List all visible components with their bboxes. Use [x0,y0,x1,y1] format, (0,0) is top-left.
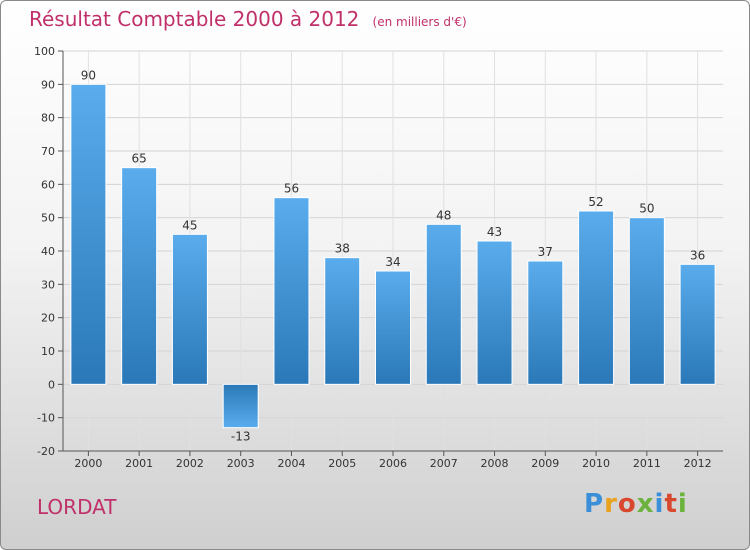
y-tick-label: -20 [37,445,55,458]
y-tick-label: 80 [41,112,55,125]
city-name: LORDAT [37,495,117,519]
bar-2011 [628,217,665,385]
data-label-2007: 48 [436,208,451,222]
data-label-2000: 90 [81,68,96,82]
bar-2006 [375,270,411,385]
data-label-2001: 65 [132,152,147,166]
x-tick-label-2008: 2008 [481,457,509,470]
bar-2000 [70,83,107,385]
data-label-2009: 37 [538,245,553,259]
bar-2003 [222,383,259,429]
bar-2002 [171,233,208,385]
x-tick-label-2002: 2002 [176,457,204,470]
bars [70,83,716,429]
bar-2005 [324,257,361,385]
data-label-2011: 50 [639,202,654,216]
x-tick-label-2006: 2006 [379,457,407,470]
data-label-2005: 38 [335,242,350,256]
x-tick-label-2012: 2012 [684,457,712,470]
bar-2010 [578,210,615,385]
proxiti-logo: Proxiti [584,489,688,519]
data-labels: 90 65 45 -13 56 38 34 48 43 37 52 50 36 [81,68,706,443]
y-tick-label: 30 [41,278,55,291]
y-tick-label: -10 [37,412,55,425]
chart-subtitle: (en milliers d'€) [372,15,467,29]
y-tick-label: 100 [34,45,55,58]
y-tick-label: 40 [41,245,55,258]
y-tick-label: 50 [41,212,55,225]
x-tick-label-2007: 2007 [430,457,458,470]
data-label-2002: 45 [182,218,197,232]
y-tick-label: 0 [48,378,55,391]
y-tick-label: 90 [41,78,55,91]
bar-2012 [679,263,716,385]
x-tick-label-2003: 2003 [227,457,255,470]
axes [58,50,723,456]
y-tick-label: 60 [41,178,55,191]
x-tick-label-2005: 2005 [328,457,356,470]
data-label-2010: 52 [588,195,603,209]
x-tick-label-2011: 2011 [633,457,661,470]
y-tick-labels: -20 -10 0 10 20 30 40 50 60 70 80 90 100 [34,45,55,458]
data-label-2006: 34 [385,255,400,269]
y-tick-label: 20 [41,312,55,325]
data-label-2003: -13 [231,430,251,444]
y-tick-label: 70 [41,145,55,158]
data-label-2008: 43 [487,225,502,239]
bar-2009 [527,260,564,385]
x-tick-label-2001: 2001 [125,457,153,470]
x-tick-label-2010: 2010 [582,457,610,470]
bar-2001 [121,167,158,385]
chart-title-block: Résultat Comptable 2000 à 2012 (en milli… [29,7,467,31]
y-tick-label: 10 [41,345,55,358]
x-tick-label-2004: 2004 [277,457,305,470]
chart-title: Résultat Comptable 2000 à 2012 [29,7,360,31]
bar-2008 [476,240,513,385]
x-tick-labels: 2000 2001 2002 2003 2004 2005 2006 2007 2008 2009… [74,457,711,470]
data-label-2012: 36 [690,248,705,262]
x-tick-label-2009: 2009 [531,457,559,470]
data-label-2004: 56 [284,182,299,196]
bar-2004 [273,197,310,385]
grid-lines [63,50,723,452]
x-tick-label-2000: 2000 [74,457,102,470]
bar-2007 [425,223,462,385]
